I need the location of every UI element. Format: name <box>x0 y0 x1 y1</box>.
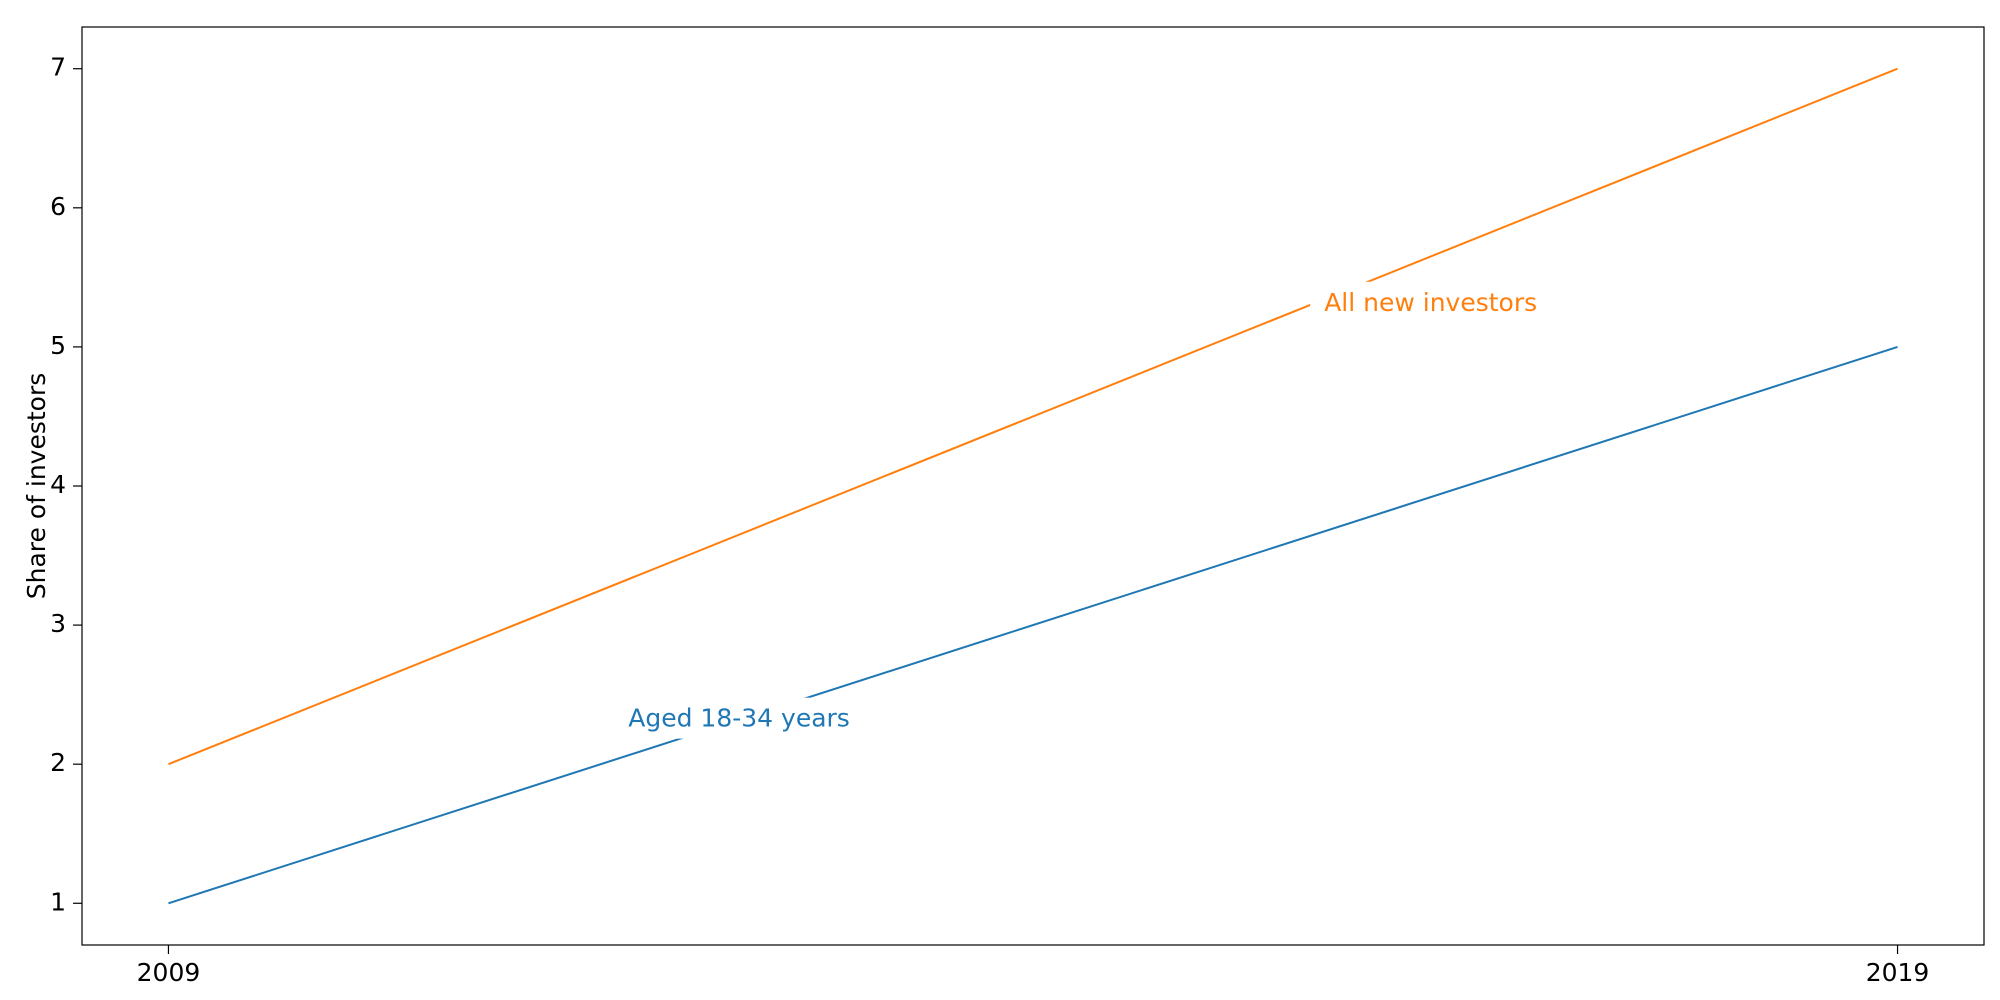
series-line-2 <box>168 67 1898 766</box>
series-label-text: Aged 18-34 years <box>628 704 850 733</box>
y-tick-label: 1 <box>50 887 66 916</box>
series-label-1: Aged 18-34 years <box>614 697 864 739</box>
series-layer <box>168 67 1898 905</box>
series-label-background <box>614 697 864 739</box>
y-tick-label: 6 <box>50 192 66 221</box>
y-tick-label: 4 <box>50 470 66 499</box>
series-line-1 <box>168 345 1898 905</box>
plot-area-frame <box>81 26 1985 946</box>
y-tick-label: 3 <box>50 609 66 638</box>
annotation-layer: Aged 18-34 years All new investors <box>614 281 1552 739</box>
y-axis-label: Share of investors <box>22 373 51 600</box>
y-tick-label: 2 <box>50 748 66 777</box>
x-tick-label: 2019 <box>1866 958 1930 987</box>
y-axis: 1 2 3 4 5 6 7 <box>50 53 82 916</box>
series-label-text: All new investors <box>1324 288 1537 317</box>
series-label-background <box>1310 281 1552 323</box>
x-axis: 2009 2019 <box>137 945 1930 987</box>
x-tick-label: 2009 <box>137 958 201 987</box>
y-tick-label: 7 <box>50 53 66 82</box>
series-label-2: All new investors <box>1310 281 1552 323</box>
y-tick-label: 5 <box>50 331 66 360</box>
